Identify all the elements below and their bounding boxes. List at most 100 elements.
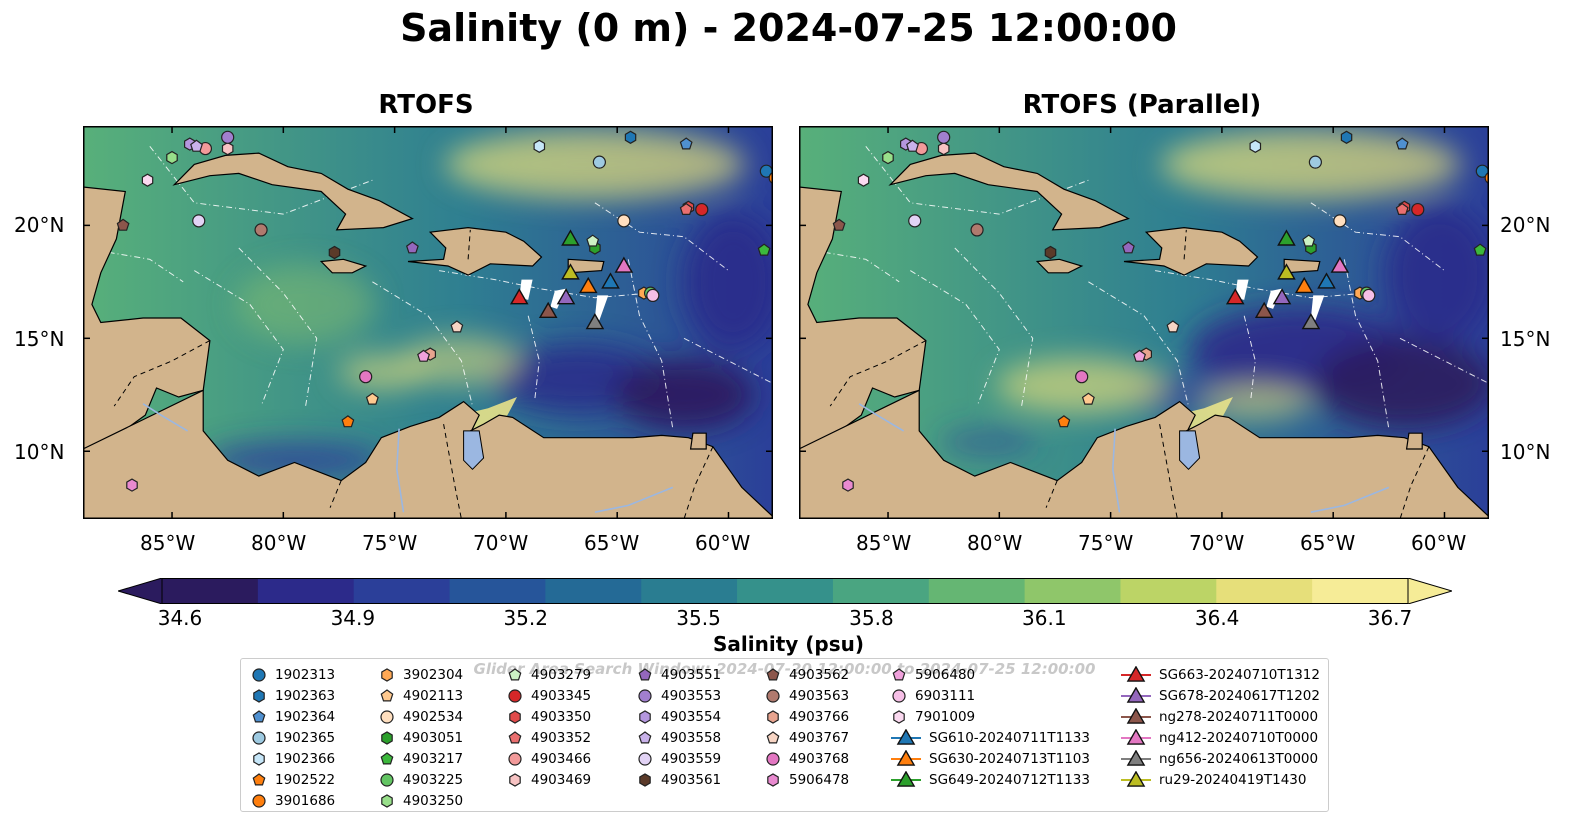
legend-item: 3901686 bbox=[251, 791, 335, 811]
legend-item: SG610-20240711T1133 bbox=[891, 728, 1090, 748]
legend-label: 4903768 bbox=[789, 751, 850, 767]
float-marker-1902365 bbox=[1308, 155, 1322, 169]
float-marker-5906478 bbox=[842, 478, 854, 492]
float-marker-7901009 bbox=[857, 173, 870, 187]
legend-marker bbox=[253, 752, 265, 766]
salinity-patch bbox=[1385, 205, 1489, 346]
legend-item: 4903562 bbox=[765, 665, 849, 685]
eez-line bbox=[1243, 315, 1256, 400]
colorbar-segment bbox=[832, 578, 930, 604]
legend-item: 4902113 bbox=[379, 686, 463, 706]
float-marker-4903345 bbox=[695, 202, 709, 217]
legend-item: 4902534 bbox=[379, 707, 463, 727]
legend-label: 4903250 bbox=[403, 793, 464, 809]
legend-label: 5906480 bbox=[915, 667, 976, 683]
legend-symbol bbox=[381, 731, 393, 745]
glider-marker-ru29-20240419T1430 bbox=[1277, 263, 1296, 280]
river bbox=[1310, 486, 1390, 513]
glider-marker-SG663-20240710T1312 bbox=[509, 288, 529, 305]
land bbox=[1123, 226, 1259, 276]
float-marker-4903469 bbox=[937, 141, 950, 156]
glider-marker-SG663-20240710T1312 bbox=[1225, 288, 1245, 305]
float-marker-1902522 bbox=[1057, 415, 1071, 428]
legend-label: 4903469 bbox=[531, 772, 592, 788]
legend-label: ng412-20240710T0000 bbox=[1159, 730, 1319, 746]
float-marker-4903558 bbox=[906, 139, 919, 152]
legend-marker bbox=[639, 773, 651, 787]
legend-symbol bbox=[638, 752, 652, 766]
colorbar-tick-label: 35.5 bbox=[676, 606, 721, 630]
float-marker-4903250 bbox=[166, 150, 178, 165]
legend-item: 4903553 bbox=[637, 686, 721, 706]
float-marker-6903111 bbox=[1362, 288, 1376, 302]
glider-marker-SG630-20240713T1103 bbox=[578, 276, 598, 294]
border-line bbox=[1399, 446, 1430, 519]
colorbar-tick-label: 34.9 bbox=[330, 606, 376, 630]
figure-title: Salinity (0 m) - 2024-07-25 12:00:00 bbox=[400, 6, 1177, 50]
float-marker-4903551 bbox=[1121, 241, 1135, 254]
legend-symbol bbox=[509, 773, 521, 787]
legend-marker bbox=[508, 668, 522, 681]
float-marker-4903553 bbox=[221, 130, 235, 144]
legend-marker bbox=[766, 689, 780, 703]
legend-item: 5906478 bbox=[765, 770, 849, 790]
legend-label: 4903553 bbox=[661, 688, 722, 704]
float-marker-4903217 bbox=[757, 243, 771, 256]
eez-line bbox=[372, 281, 473, 407]
search-segment bbox=[594, 295, 609, 321]
float-marker-5906480 bbox=[417, 349, 431, 362]
lon-tick-right-65: 65°W bbox=[1300, 531, 1356, 555]
argo-float-markers bbox=[116, 130, 773, 492]
legend-symbol bbox=[1126, 750, 1146, 766]
float-marker-5906478 bbox=[126, 478, 138, 492]
legend-symbol bbox=[1126, 771, 1146, 787]
legend-label: 7901009 bbox=[915, 709, 976, 725]
legend-label: 4903767 bbox=[789, 730, 850, 746]
legend-symbol bbox=[1126, 666, 1146, 682]
glider-marker-ng278-20240711T0000 bbox=[1254, 301, 1274, 318]
legend-label: 1902363 bbox=[275, 688, 336, 704]
eez-line bbox=[1088, 281, 1189, 407]
lat-tick-right-10: 10°N bbox=[1500, 440, 1551, 464]
float-marker-1902364 bbox=[679, 137, 693, 150]
legend-item: 4903352 bbox=[507, 728, 591, 748]
eez-line bbox=[1343, 259, 1390, 429]
float-marker-1902522 bbox=[341, 415, 355, 428]
lon-tick-right-85: 85°W bbox=[856, 531, 912, 555]
lat-tick-left-10: 10°N bbox=[14, 440, 65, 464]
legend-label: 1902365 bbox=[275, 730, 336, 746]
legend-label: 4902534 bbox=[403, 709, 464, 725]
legend-label: SG678-20240617T1202 bbox=[1159, 688, 1320, 704]
float-marker-4903767 bbox=[1166, 320, 1180, 333]
colorbar-segment bbox=[162, 578, 259, 604]
glider-marker-SG649-20240712T1133 bbox=[561, 229, 580, 246]
colorbar-segment bbox=[353, 578, 451, 604]
legend-symbol bbox=[253, 689, 265, 703]
border-line bbox=[113, 340, 211, 407]
lon-tick-right-60: 60°W bbox=[1411, 531, 1467, 555]
legend-marker bbox=[252, 731, 266, 745]
river bbox=[594, 486, 674, 513]
search-segment bbox=[1310, 295, 1325, 321]
border-line bbox=[1045, 480, 1058, 508]
legend-marker bbox=[380, 710, 394, 724]
eez-line bbox=[1399, 337, 1489, 384]
legend-item: 1902364 bbox=[251, 707, 335, 727]
legend-symbol bbox=[509, 710, 521, 724]
legend-marker bbox=[508, 689, 522, 703]
legend-item: 4903250 bbox=[379, 791, 463, 811]
legend-label: SG610-20240711T1133 bbox=[929, 730, 1090, 746]
river bbox=[395, 428, 405, 513]
legend-label: 1902366 bbox=[275, 751, 336, 767]
float-marker-4903217 bbox=[1473, 243, 1487, 256]
legend-marker bbox=[891, 729, 921, 745]
legend-symbol bbox=[381, 794, 393, 808]
legend-item: 1902366 bbox=[251, 749, 335, 769]
eez-line bbox=[954, 247, 1034, 407]
float-marker-4903558 bbox=[190, 139, 203, 152]
legend-marker bbox=[252, 794, 266, 808]
colorbar-tick-label: 35.8 bbox=[849, 606, 894, 630]
rivers bbox=[858, 403, 1390, 513]
glider-marker-SG630-20240713T1103 bbox=[1294, 276, 1314, 294]
legend-item: 1902522 bbox=[251, 770, 335, 790]
